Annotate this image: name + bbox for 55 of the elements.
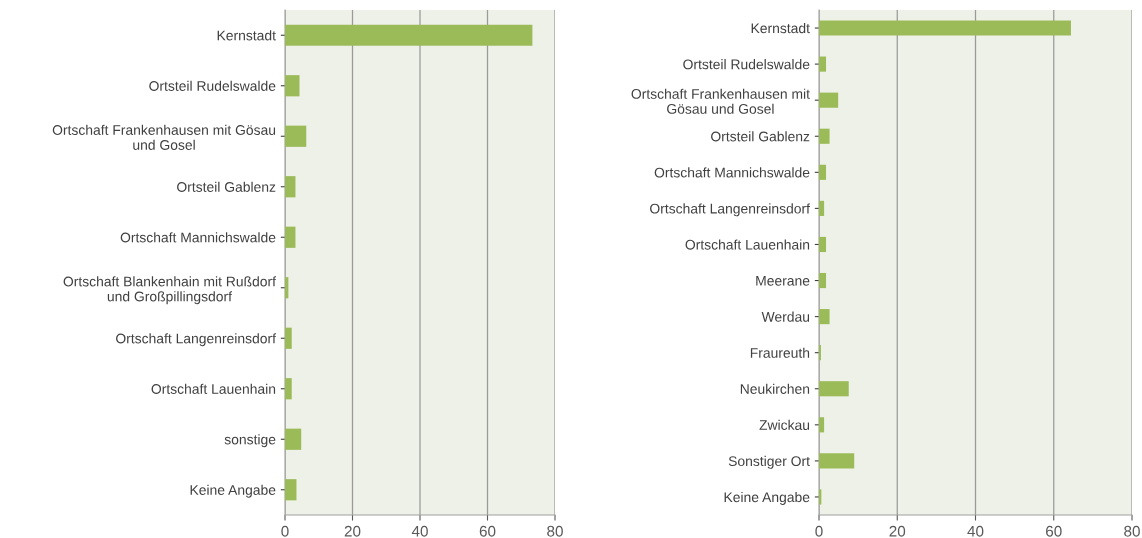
bar [285,75,300,97]
y-tick-label: Werdau [761,311,810,322]
y-tick-label: Ortschaft Lauenhain [685,239,810,250]
bar [285,327,292,349]
y-tick-label: Meerane [756,276,810,286]
y-tick-label: Ortschaft Frankenhausen mit Gösau und Gosel [631,88,810,114]
x-tick-label: 0 [281,525,289,537]
bar [285,378,292,400]
y-tick-label: Ortschaft Blankenhain mit Rußdorf und Großpillingsdorf [63,276,277,305]
y-tick-label: Neukirchen [740,383,810,394]
bar [819,164,827,180]
y-tick-label: Ortschaft Mannichswalde [654,167,810,178]
y-tick-label: Ortsteil Gablenz [711,131,810,142]
y-tick-label: Ortschaft Lauenhain [151,383,276,394]
bar [819,92,839,108]
bar [819,236,827,253]
bar [285,428,302,450]
y-tick-label: Ortschaft Mannichswalde [120,232,276,243]
y-tick-label: Ortschaft Langenreinsdorf [116,333,277,347]
bar [285,125,307,147]
x-tick-label: 60 [479,525,496,537]
bar [819,272,827,289]
bar [819,309,830,325]
x-tick-label: 20 [889,525,906,537]
bar [285,479,297,501]
y-tick-label: Sonstiger Ort [728,455,810,469]
bar [819,453,855,469]
bar [285,226,296,248]
x-tick-label: 60 [1046,525,1062,537]
y-tick-label: Zwickau [759,419,810,430]
x-tick-label: 20 [344,525,361,537]
bar [819,56,827,72]
bar [285,176,296,198]
bar [819,200,825,216]
y-tick-label: sonstige [224,434,276,448]
bar [819,381,849,397]
bar [819,20,1071,36]
x-tick-label: 80 [1124,525,1140,537]
x-tick-label: 0 [815,525,823,537]
x-tick-label: 40 [411,525,428,537]
bar [819,417,825,433]
x-tick-label: 40 [967,525,984,537]
y-tick-label: Ortsteil Gablenz [177,181,276,192]
y-tick-label: Kernstadt [751,23,810,34]
y-tick-label: Ortschaft Frankenhausen mit Gösau und Gosel [52,124,276,150]
y-tick-label: Keine Angabe [190,484,276,498]
y-tick-label: Ortsteil Rudelswalde [149,80,276,91]
x-tick-label: 80 [547,525,563,537]
y-tick-label: Ortschaft Langenreinsdorf [650,203,811,217]
y-tick-label: Kernstadt [217,30,276,41]
y-tick-label: Fraureuth [750,347,810,358]
bar [285,24,533,46]
y-tick-label: Ortsteil Rudelswalde [683,59,810,70]
bar [819,128,830,144]
y-tick-label: Keine Angabe [724,491,810,505]
